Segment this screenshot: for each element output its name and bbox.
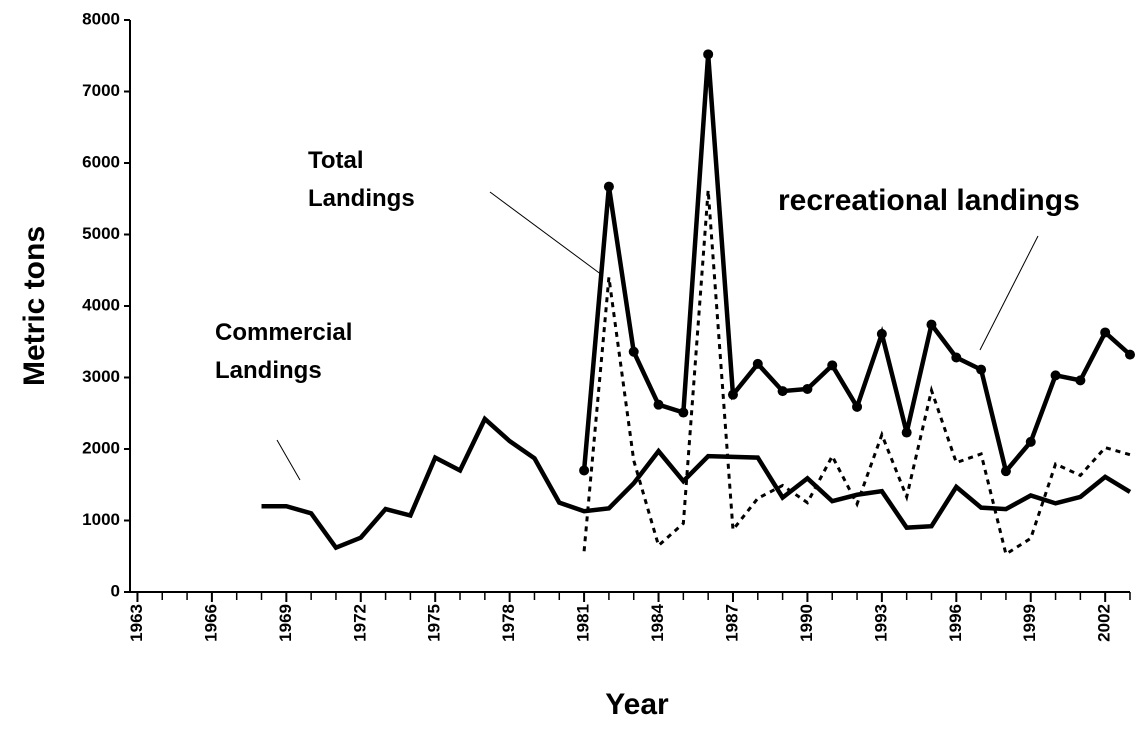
point [777, 386, 788, 397]
x-tick-label: 1969 [276, 604, 295, 642]
annotation: Total [308, 147, 364, 174]
point [1050, 370, 1061, 381]
y-tick-label: 8000 [82, 9, 120, 28]
x-tick-label: 1966 [201, 604, 220, 642]
x-tick-label: 1996 [946, 604, 965, 642]
point [876, 328, 887, 339]
y-tick-label: 5000 [82, 224, 120, 243]
point [703, 49, 714, 60]
series-line [582, 190, 1131, 557]
pointer-line [489, 191, 603, 276]
x-tick-label: 1981 [574, 604, 593, 642]
annotation: Commercial [215, 319, 352, 346]
y-tick-label: 6000 [82, 152, 120, 171]
point [628, 346, 639, 357]
y-tick-label: 7000 [82, 81, 120, 100]
x-tick-label: 2002 [1095, 604, 1114, 642]
x-tick-label: 1984 [648, 603, 667, 641]
annotation: recreational landings [778, 184, 1080, 217]
pointer-line [979, 235, 1039, 351]
point [802, 383, 813, 394]
x-tick-label: 1978 [499, 604, 518, 642]
x-tick-label: 1972 [350, 604, 369, 642]
series-line [261, 415, 1132, 551]
point [752, 358, 763, 369]
annotation: Landings [215, 357, 322, 384]
point [653, 399, 664, 410]
x-tick-label: 1993 [871, 604, 890, 642]
point [727, 389, 738, 400]
x-tick-label: 1975 [425, 604, 444, 642]
point [852, 401, 863, 412]
x-tick-label: 1987 [722, 604, 741, 642]
x-axis-label: Year [605, 688, 669, 721]
point [1075, 375, 1086, 386]
y-axis-label: Metric tons [18, 226, 51, 386]
y-tick-label: 4000 [82, 295, 120, 314]
point [1100, 327, 1111, 338]
point [926, 319, 937, 330]
y-tick-label: 1000 [82, 510, 120, 529]
point [951, 352, 962, 363]
y-tick-label: 2000 [82, 438, 120, 457]
y-tick-label: 3000 [82, 367, 120, 386]
point [579, 465, 590, 476]
x-tick-label: 1963 [127, 604, 146, 642]
y-tick-label: 0 [111, 581, 120, 600]
point [901, 427, 912, 438]
point [678, 407, 689, 418]
point [1025, 436, 1036, 447]
point [827, 360, 838, 371]
point [603, 181, 614, 192]
point [1125, 349, 1135, 360]
x-tick-label: 1990 [797, 604, 816, 642]
point [1000, 466, 1011, 477]
annotation: Landings [308, 185, 415, 212]
pointer-line [276, 439, 301, 481]
x-tick-label: 1999 [1020, 604, 1039, 642]
point [976, 364, 987, 375]
